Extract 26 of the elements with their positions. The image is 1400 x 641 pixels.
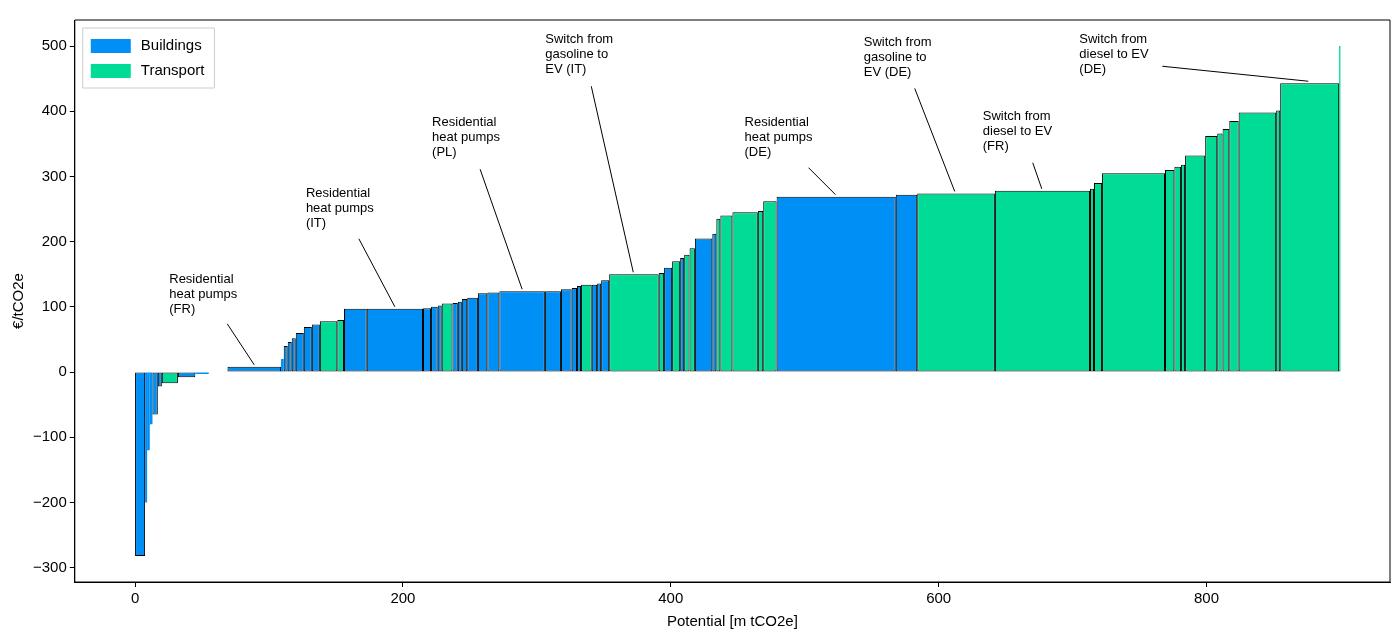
x-tick-label: 600 [926,589,952,607]
legend-label: Buildings [140,36,202,54]
y-tick-label: 200 [41,231,67,249]
annotation: Residential heat pumps (IT) [305,184,375,230]
x-tick-label: 800 [1194,589,1220,607]
y-tick-label: 500 [41,36,67,54]
y-tick-label: 100 [41,297,67,315]
legend-label: Transport [140,61,206,79]
annotation: Switch from gasoline to EV (DE) [863,33,932,79]
annotation: Residential heat pumps (DE) [744,113,813,159]
y-tick-label: 0 [58,362,67,380]
y-tick-label: 400 [41,101,67,119]
y-tick-label: 300 [41,166,67,184]
x-tick-label: 400 [658,589,684,607]
annotation: Residential heat pumps (PL) [432,114,501,160]
x-tick-label: 200 [390,589,416,607]
x-axis-title: Potential [m tCO2e] [666,612,798,630]
annotation: Switch from gasoline to EV (IT) [545,31,614,77]
annotation: Switch from diesel to EV (FR) [982,107,1053,153]
y-tick-label: −300 [32,557,67,575]
x-tick-label: 0 [130,589,140,607]
annotation: Switch from diesel to EV (DE) [1079,31,1149,77]
annotation: Residential heat pumps (FR) [169,270,238,316]
y-tick-label: −100 [32,427,67,445]
y-tick-label: −200 [32,492,67,510]
y-axis-title: €/tCO2e [9,273,27,329]
